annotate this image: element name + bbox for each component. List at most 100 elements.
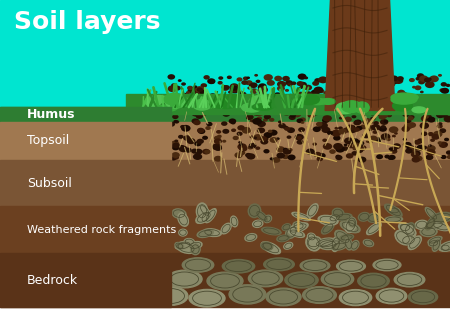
- Circle shape: [167, 106, 176, 112]
- Circle shape: [292, 93, 297, 98]
- Circle shape: [216, 98, 226, 104]
- Ellipse shape: [150, 96, 168, 103]
- Circle shape: [379, 126, 387, 132]
- Circle shape: [263, 118, 268, 122]
- Circle shape: [273, 92, 282, 99]
- Circle shape: [257, 116, 262, 120]
- Circle shape: [205, 100, 211, 104]
- Circle shape: [278, 120, 282, 124]
- Ellipse shape: [395, 230, 411, 245]
- Circle shape: [314, 87, 324, 93]
- Ellipse shape: [300, 260, 330, 272]
- Circle shape: [364, 84, 371, 90]
- Ellipse shape: [203, 229, 221, 236]
- Circle shape: [407, 116, 414, 121]
- Circle shape: [214, 136, 221, 140]
- Circle shape: [333, 75, 338, 79]
- Circle shape: [423, 114, 432, 120]
- Circle shape: [382, 114, 388, 118]
- Circle shape: [439, 141, 448, 148]
- Circle shape: [306, 148, 315, 155]
- Circle shape: [439, 88, 445, 92]
- Bar: [0, 0, 450, 107]
- Ellipse shape: [248, 270, 283, 287]
- Circle shape: [378, 111, 385, 117]
- Ellipse shape: [318, 240, 338, 250]
- Ellipse shape: [441, 244, 450, 251]
- Ellipse shape: [189, 289, 225, 307]
- Circle shape: [353, 120, 360, 125]
- Circle shape: [352, 147, 357, 150]
- Circle shape: [218, 76, 223, 80]
- Circle shape: [410, 147, 417, 153]
- Circle shape: [321, 127, 330, 133]
- Circle shape: [202, 149, 210, 155]
- Circle shape: [350, 138, 359, 145]
- Circle shape: [314, 105, 319, 109]
- Circle shape: [375, 137, 382, 142]
- Ellipse shape: [226, 94, 239, 106]
- Circle shape: [389, 147, 394, 151]
- Text: Topsoil: Topsoil: [27, 134, 69, 147]
- Circle shape: [298, 127, 305, 132]
- Circle shape: [403, 138, 407, 141]
- Circle shape: [414, 85, 421, 90]
- Bar: [0, 206, 171, 253]
- Circle shape: [411, 152, 419, 157]
- Circle shape: [269, 130, 278, 136]
- Circle shape: [370, 117, 376, 121]
- Circle shape: [412, 94, 420, 100]
- Circle shape: [293, 94, 299, 98]
- Circle shape: [438, 74, 442, 77]
- Circle shape: [283, 125, 288, 129]
- Circle shape: [261, 108, 267, 112]
- Circle shape: [246, 116, 252, 120]
- Ellipse shape: [182, 258, 214, 272]
- Circle shape: [267, 80, 275, 86]
- Circle shape: [183, 135, 191, 141]
- Circle shape: [172, 115, 179, 119]
- Circle shape: [325, 129, 330, 133]
- Circle shape: [341, 103, 345, 106]
- Circle shape: [242, 92, 247, 95]
- Circle shape: [371, 124, 380, 131]
- Ellipse shape: [321, 271, 354, 287]
- Ellipse shape: [197, 230, 213, 237]
- Circle shape: [292, 110, 302, 117]
- Ellipse shape: [355, 102, 369, 113]
- Circle shape: [262, 100, 270, 106]
- Circle shape: [427, 145, 436, 151]
- Circle shape: [227, 76, 232, 79]
- Circle shape: [311, 108, 321, 115]
- Text: Subsoil: Subsoil: [27, 177, 72, 190]
- Ellipse shape: [288, 223, 308, 233]
- Circle shape: [181, 82, 186, 86]
- Circle shape: [339, 112, 346, 116]
- Circle shape: [194, 105, 203, 111]
- Circle shape: [206, 122, 212, 126]
- Circle shape: [360, 124, 367, 129]
- Circle shape: [316, 156, 323, 161]
- Ellipse shape: [340, 234, 354, 241]
- Circle shape: [172, 143, 180, 148]
- Ellipse shape: [222, 260, 255, 273]
- Circle shape: [381, 133, 391, 140]
- Circle shape: [424, 77, 431, 83]
- Circle shape: [323, 143, 332, 150]
- Circle shape: [279, 110, 284, 115]
- Circle shape: [386, 84, 393, 90]
- Circle shape: [229, 106, 236, 111]
- Circle shape: [262, 87, 267, 90]
- Circle shape: [202, 136, 208, 140]
- Circle shape: [359, 145, 366, 151]
- Ellipse shape: [358, 212, 370, 221]
- Circle shape: [408, 111, 412, 114]
- Circle shape: [218, 100, 228, 107]
- Circle shape: [394, 132, 398, 135]
- Ellipse shape: [428, 236, 442, 244]
- Circle shape: [335, 103, 342, 108]
- Circle shape: [439, 99, 448, 105]
- Ellipse shape: [302, 287, 337, 303]
- Circle shape: [198, 94, 205, 99]
- Circle shape: [414, 140, 421, 145]
